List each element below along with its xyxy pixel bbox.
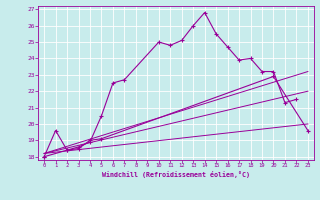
X-axis label: Windchill (Refroidissement éolien,°C): Windchill (Refroidissement éolien,°C) xyxy=(102,171,250,178)
